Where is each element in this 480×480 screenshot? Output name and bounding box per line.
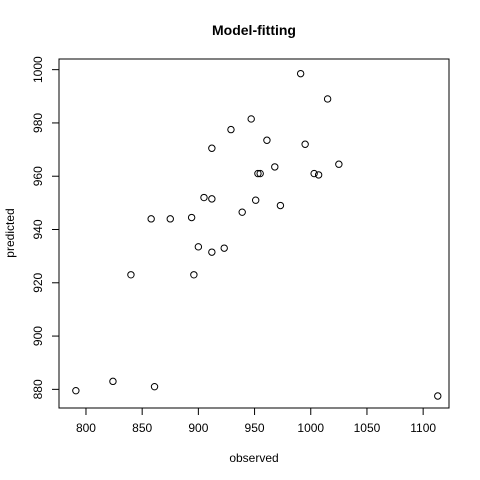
data-point [434, 392, 442, 400]
x-axis: 800 850 900 950 1000 1050 1100 [76, 407, 436, 435]
x-tick-label: 1100 [410, 421, 436, 435]
data-point [166, 215, 174, 223]
plot-frame [58, 58, 450, 409]
data-point [296, 69, 305, 78]
data-point [263, 136, 271, 144]
data-point [335, 160, 343, 168]
data-point [220, 244, 228, 252]
data-point [208, 248, 216, 256]
x-tick-label: 1000 [297, 421, 324, 435]
y-tick-label: 960 [31, 166, 45, 186]
data-point [301, 140, 309, 148]
data-point [190, 271, 198, 279]
data-point [238, 208, 246, 216]
data-point [187, 213, 196, 222]
data-point [251, 196, 260, 204]
data-point [276, 201, 285, 210]
y-axis: 880 900 920 940 960 980 1000 [31, 56, 60, 399]
data-point [254, 169, 262, 178]
x-tick-label: 900 [188, 421, 208, 435]
data-point [109, 377, 117, 386]
y-tick-label: 1000 [31, 56, 45, 83]
data-point [208, 195, 216, 203]
x-tick-label: 850 [132, 421, 152, 435]
data-point [323, 95, 332, 103]
data-point [256, 169, 264, 178]
x-tick-label: 800 [76, 421, 96, 435]
data-point [147, 215, 155, 223]
chart-title: Model-fitting [212, 22, 296, 38]
y-tick-label: 980 [31, 113, 45, 133]
y-tick-label: 900 [31, 326, 45, 346]
y-tick-label: 880 [31, 379, 45, 399]
data-point [200, 193, 208, 202]
data-point [314, 171, 323, 179]
data-point [271, 163, 279, 171]
data-point [72, 386, 80, 395]
data-points [72, 69, 442, 400]
data-point [310, 169, 318, 178]
data-point [127, 271, 135, 279]
data-point [247, 115, 255, 123]
data-point [208, 144, 216, 152]
data-point [194, 243, 203, 251]
data-point [150, 382, 159, 391]
y-axis-label: predicted [3, 208, 17, 257]
y-tick-label: 920 [31, 272, 45, 292]
y-tick-label: 940 [31, 219, 45, 239]
x-tick-label: 950 [245, 421, 265, 435]
x-tick-label: 1050 [354, 421, 381, 435]
data-point [227, 125, 235, 134]
x-axis-label: observed [229, 451, 278, 465]
